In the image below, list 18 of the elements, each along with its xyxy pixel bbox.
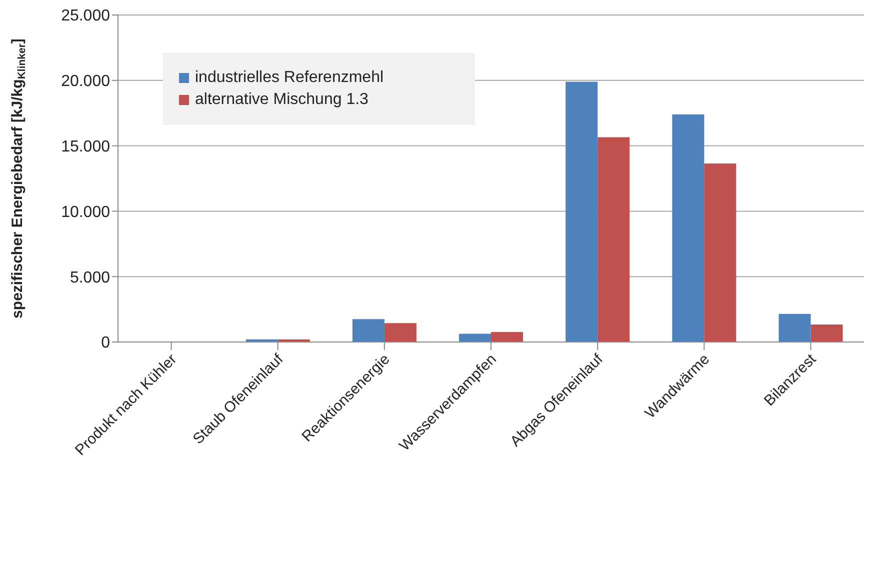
legend-label: alternative Mischung 1.3 xyxy=(195,91,368,109)
bar xyxy=(810,324,843,342)
bar xyxy=(778,314,811,342)
y-tick-label: 10.000 xyxy=(61,204,110,221)
y-tick-label: 20.000 xyxy=(61,73,110,90)
bar xyxy=(459,334,492,342)
y-tick-label: 5.000 xyxy=(70,269,110,286)
bar xyxy=(598,137,630,342)
y-tick-label: 25.000 xyxy=(61,8,110,25)
bar xyxy=(704,163,736,342)
bar xyxy=(384,323,416,342)
y-tick-label: 0 xyxy=(101,334,110,352)
bar xyxy=(566,82,598,342)
bar xyxy=(352,319,384,342)
bar xyxy=(491,332,524,342)
bar xyxy=(672,114,704,342)
y-tick-label: 15.000 xyxy=(61,138,110,156)
legend-label: industrielles Referenzmehl xyxy=(195,69,384,87)
